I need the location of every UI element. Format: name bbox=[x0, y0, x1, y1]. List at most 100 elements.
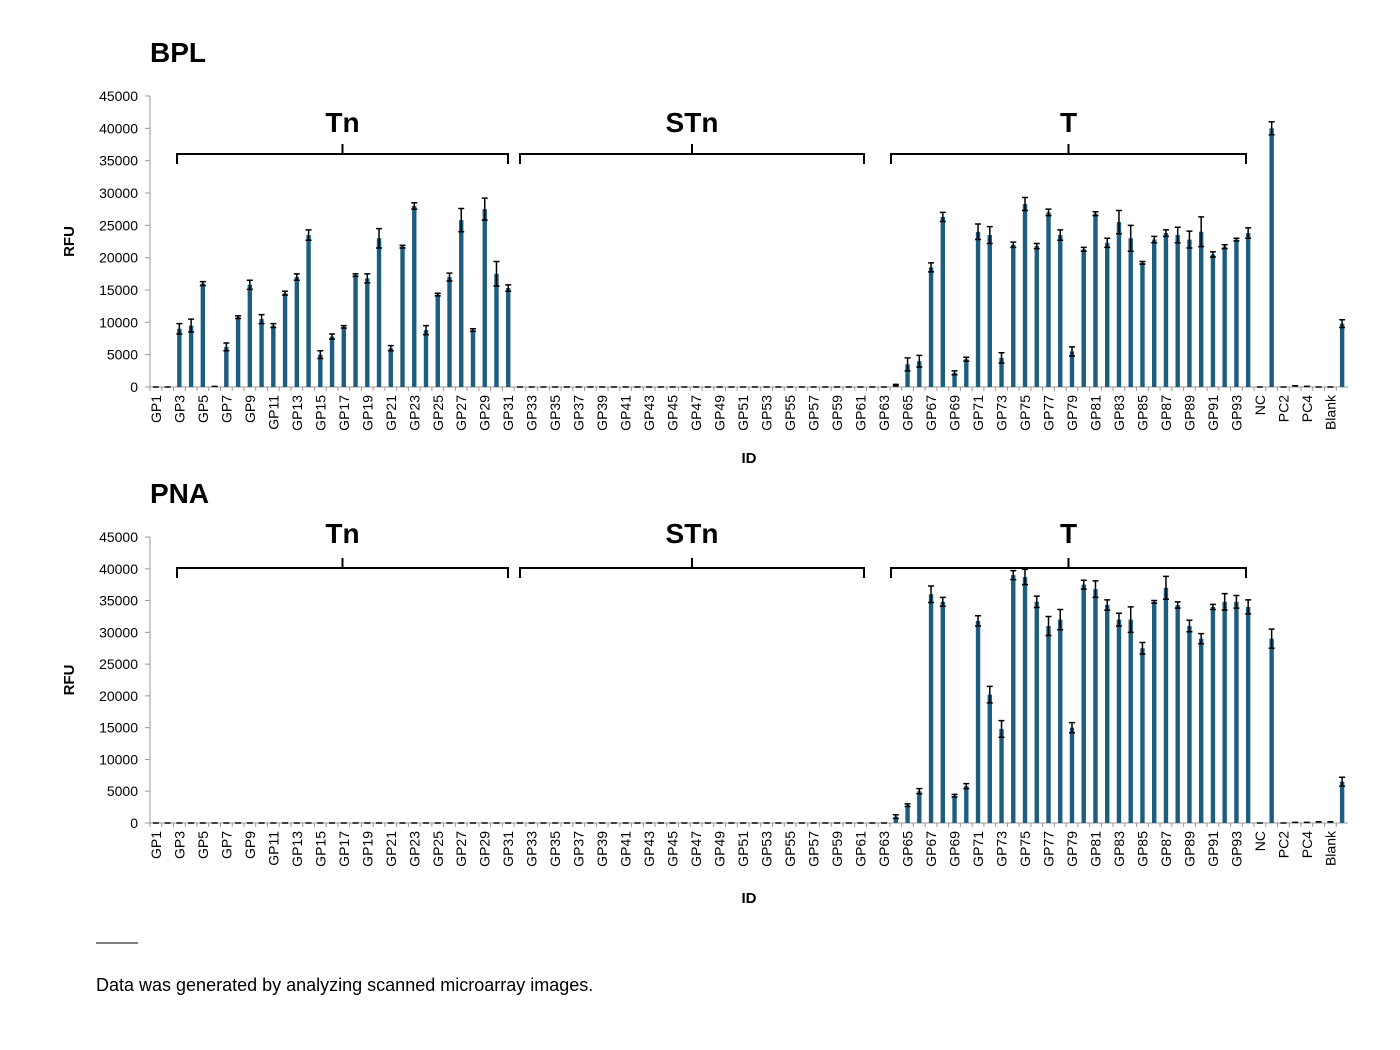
x-tick-label: GP89 bbox=[1181, 395, 1197, 431]
bar bbox=[1011, 575, 1016, 823]
error-bar bbox=[481, 197, 488, 221]
error-bar bbox=[1068, 721, 1075, 734]
x-tick-label: Blank bbox=[1322, 830, 1338, 866]
error-bar bbox=[939, 596, 946, 608]
bar bbox=[1116, 222, 1122, 387]
error-bar bbox=[1245, 227, 1252, 240]
x-tick-label: GP81 bbox=[1087, 831, 1103, 867]
bar bbox=[1175, 235, 1180, 387]
error-bar bbox=[1104, 237, 1111, 249]
bar bbox=[1222, 601, 1227, 823]
bar bbox=[1105, 242, 1110, 387]
error-bar bbox=[1139, 641, 1146, 655]
y-tick-label: 25000 bbox=[99, 217, 138, 233]
x-tick-label: GP23 bbox=[406, 395, 422, 431]
bar bbox=[1187, 625, 1192, 823]
x-tick-label: GP27 bbox=[453, 831, 469, 867]
x-tick-label: GP39 bbox=[594, 395, 610, 431]
bar bbox=[1058, 619, 1063, 823]
x-tick-label: GP15 bbox=[312, 395, 328, 431]
error-bar bbox=[904, 357, 911, 372]
bar bbox=[1058, 235, 1063, 387]
error-bar bbox=[1092, 211, 1099, 217]
x-tick-label: GP63 bbox=[876, 831, 892, 867]
error-bar bbox=[975, 615, 982, 627]
bar bbox=[329, 336, 335, 387]
bar bbox=[177, 328, 182, 387]
error-bar bbox=[1233, 594, 1240, 609]
bar bbox=[1234, 239, 1239, 387]
x-tick-label: GP15 bbox=[312, 831, 328, 867]
bar bbox=[1034, 601, 1039, 823]
x-tick-label: GP41 bbox=[618, 395, 634, 431]
error-bar bbox=[188, 318, 195, 333]
y-tick-label: 20000 bbox=[99, 688, 138, 704]
x-tick-label: GP79 bbox=[1064, 831, 1080, 867]
x-tick-label: GP49 bbox=[712, 395, 728, 431]
group-bracket bbox=[176, 144, 509, 164]
x-tick-label: PC4 bbox=[1299, 395, 1315, 422]
bar bbox=[1105, 605, 1110, 823]
error-bar bbox=[951, 370, 958, 376]
bar bbox=[423, 330, 429, 387]
x-axis-label: ID bbox=[742, 450, 757, 467]
error-bar bbox=[1339, 318, 1346, 329]
group-label: STn bbox=[666, 107, 719, 138]
bar bbox=[975, 231, 981, 387]
chart-title: BPL bbox=[150, 37, 206, 68]
error-bar bbox=[399, 244, 406, 249]
bar bbox=[188, 325, 194, 387]
error-bar bbox=[1339, 776, 1346, 787]
x-tick-label: GP87 bbox=[1158, 395, 1174, 431]
x-tick-label: GP85 bbox=[1134, 395, 1150, 431]
bar bbox=[1046, 625, 1051, 823]
x-tick-label: GP57 bbox=[806, 395, 822, 431]
bar bbox=[1245, 233, 1251, 387]
bar bbox=[1011, 244, 1016, 387]
bar bbox=[1163, 587, 1169, 823]
error-bar bbox=[270, 322, 277, 329]
bar bbox=[1163, 233, 1169, 387]
error-bar bbox=[1174, 226, 1181, 244]
error-bar bbox=[376, 227, 383, 249]
bar bbox=[482, 209, 487, 387]
x-tick-label: GP31 bbox=[500, 395, 516, 431]
x-tick-label: GP71 bbox=[970, 395, 986, 431]
bar bbox=[306, 235, 311, 387]
x-tick-label: GP55 bbox=[782, 831, 798, 867]
y-tick-label: 5000 bbox=[107, 347, 138, 363]
x-tick-label: GP29 bbox=[477, 395, 493, 431]
y-axis-label: RFU bbox=[61, 665, 78, 696]
x-tick-label: GP47 bbox=[688, 831, 704, 867]
error-bar bbox=[1010, 241, 1017, 249]
bar bbox=[1116, 619, 1122, 823]
error-bar bbox=[1057, 608, 1064, 631]
x-tick-label: GP35 bbox=[547, 831, 563, 867]
error-bar bbox=[1080, 246, 1087, 252]
bar bbox=[470, 330, 476, 387]
x-tick-label: GP53 bbox=[759, 831, 775, 867]
y-tick-label: 0 bbox=[130, 815, 138, 831]
x-tick-label: GP33 bbox=[524, 395, 540, 431]
bar bbox=[1034, 246, 1039, 387]
bar bbox=[999, 357, 1004, 387]
y-tick-label: 40000 bbox=[99, 561, 138, 577]
y-tick-label: 45000 bbox=[99, 88, 138, 104]
x-tick-label: GP89 bbox=[1181, 831, 1197, 867]
error-bar bbox=[998, 719, 1005, 738]
x-tick-label: GP91 bbox=[1205, 395, 1221, 431]
x-tick-label: GP45 bbox=[665, 831, 681, 867]
error-bar bbox=[293, 273, 300, 282]
x-tick-label: GP9 bbox=[242, 395, 258, 423]
x-tick-label: GP17 bbox=[336, 395, 352, 431]
x-tick-label: NC bbox=[1252, 831, 1268, 851]
error-bar bbox=[1045, 208, 1052, 217]
bar bbox=[435, 294, 440, 387]
x-tick-label: GP21 bbox=[383, 831, 399, 867]
x-tick-label: GP29 bbox=[477, 831, 493, 867]
error-bar bbox=[493, 260, 500, 287]
group-bracket bbox=[519, 144, 865, 164]
error-bar bbox=[1209, 603, 1216, 611]
bar bbox=[1069, 351, 1075, 387]
error-bar bbox=[223, 342, 230, 352]
